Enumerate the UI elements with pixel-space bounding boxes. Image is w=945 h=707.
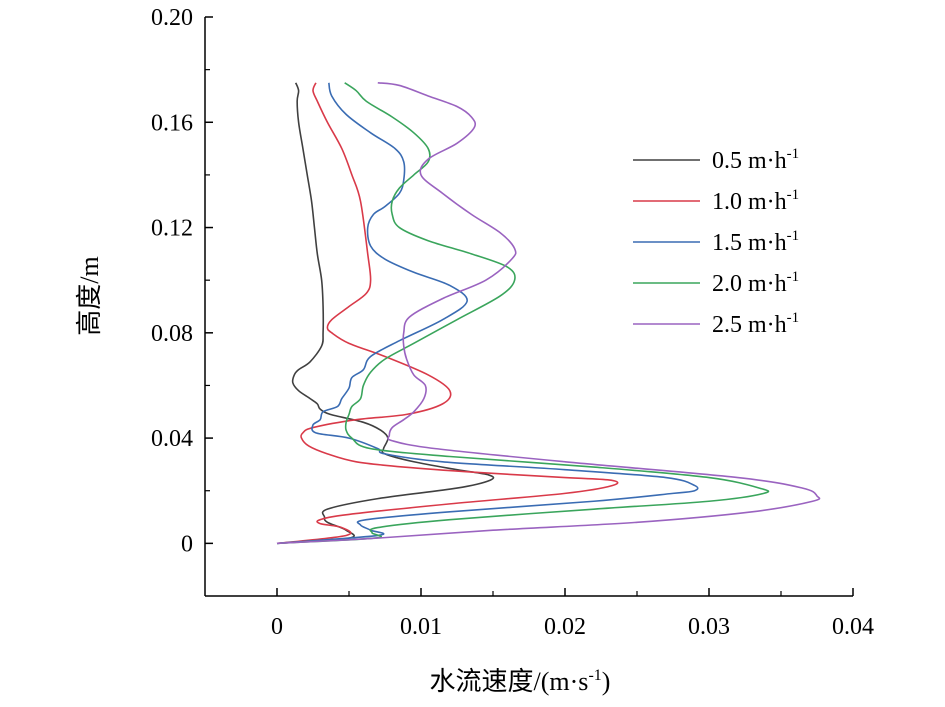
x-tick-label: 0.04 [832, 614, 874, 640]
series-line-1 [276, 82, 495, 545]
series-line-4 [276, 82, 770, 545]
axes: 0 0.04 0.08 0.12 0.16 0.20 0 0.01 0.02 0.03 0.04 [151, 5, 874, 640]
y-tick-label: 0.20 [151, 5, 193, 31]
x-axis-title-tail: ) [602, 667, 611, 696]
legend-label-2: 1.0 m·h-1 [712, 187, 799, 215]
legend-label-5: 2.5 m·h-1 [712, 310, 799, 338]
legend-label-1: 0.5 m·h-1 [712, 146, 799, 174]
series-layer [276, 82, 821, 545]
x-axis-title-text: 水流速度/(m·s [430, 667, 589, 696]
x-axis-title-superscript: -1 [588, 667, 601, 684]
y-tick-label: 0.16 [151, 110, 193, 136]
x-tick-label: 0 [271, 614, 283, 640]
legend: 0.5 m·h-1 1.0 m·h-1 1.5 m·h-1 2.0 m·h-1 2.5 … [633, 146, 799, 338]
legend-label-3: 1.5 m·h-1 [712, 228, 799, 256]
axis-titles: 水流速度/(m·s-1) 高度/m [75, 256, 610, 696]
y-tick-label: 0 [181, 531, 193, 557]
y-axis-title: 高度/m [75, 256, 104, 335]
y-tick-label: 0.12 [151, 216, 193, 242]
y-tick-label: 0.04 [151, 426, 193, 452]
series-line-5 [276, 82, 821, 545]
x-tick-label: 0.01 [400, 614, 442, 640]
x-tick-label: 0.03 [688, 614, 730, 640]
y-tick-label: 0.08 [151, 321, 193, 347]
series-line-2 [276, 82, 619, 545]
legend-label-4: 2.0 m·h-1 [712, 269, 799, 297]
x-tick-label: 0.02 [544, 614, 586, 640]
x-axis-title: 水流速度/(m·s-1) [430, 667, 611, 696]
